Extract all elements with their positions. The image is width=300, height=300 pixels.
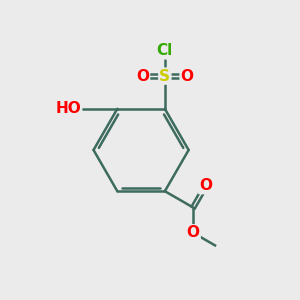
Text: Cl: Cl <box>157 44 173 59</box>
Text: O: O <box>136 69 149 84</box>
Text: O: O <box>181 69 194 84</box>
Text: O: O <box>187 225 200 240</box>
Text: HO: HO <box>56 101 82 116</box>
Text: S: S <box>159 69 170 84</box>
Text: O: O <box>199 178 212 193</box>
